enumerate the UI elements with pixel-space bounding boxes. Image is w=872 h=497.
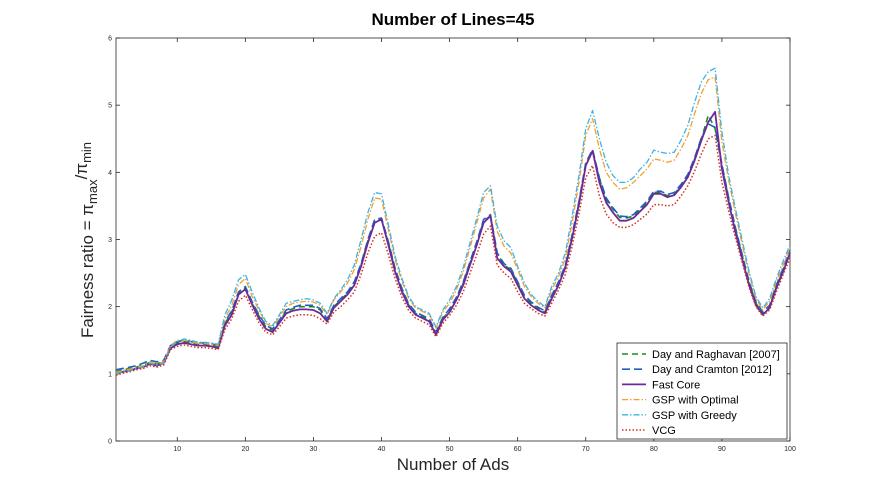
legend-label-3: GSP with Optimal <box>652 395 739 407</box>
legend: Day and Raghavan [2007] Day and Cramton [… <box>616 342 788 440</box>
x-tick-label: 30 <box>310 446 318 453</box>
series-line-2 <box>115 110 791 375</box>
series-line-4 <box>115 67 791 375</box>
series-line-3 <box>115 76 791 374</box>
legend-label-1: Day and Cramton [2012] <box>652 364 772 376</box>
y-axis-label-main: Fairness ratio = π <box>78 204 97 338</box>
y-tick-label: 5 <box>108 103 112 110</box>
y-axis-label: Fairness ratio = πmax/πmin <box>72 142 100 338</box>
series-line-1 <box>115 123 791 371</box>
x-tick-label: 100 <box>784 446 796 453</box>
x-tick-label: 60 <box>514 446 522 453</box>
x-tick-label: 70 <box>582 446 590 453</box>
legend-label-0: Day and Raghavan [2007] <box>652 349 780 361</box>
y-tick-label: 4 <box>108 170 112 177</box>
y-tick-label: 6 <box>108 36 112 43</box>
x-tick-label: 40 <box>378 446 386 453</box>
y-axis-label-sub-max: max <box>85 179 100 204</box>
y-axis-label-separator: /π <box>72 163 91 179</box>
series-line-5 <box>115 134 791 376</box>
x-axis-label: Number of Ads <box>397 455 509 474</box>
y-axis: 0 1 2 3 4 5 6 <box>108 36 790 446</box>
x-tick-label: 10 <box>173 446 181 453</box>
y-tick-label: 1 <box>108 371 112 378</box>
legend-box <box>616 342 788 440</box>
x-tick-label: 80 <box>650 446 658 453</box>
legend-label-2: Fast Core <box>652 379 700 391</box>
y-tick-label: 3 <box>108 237 112 244</box>
x-axis: 10 20 30 40 50 60 70 80 90 100 <box>173 38 796 453</box>
x-tick-label: 90 <box>718 446 726 453</box>
y-axis-label-sub-min: min <box>79 142 94 163</box>
legend-label-4: GSP with Greedy <box>652 410 737 422</box>
legend-label-5: VCG <box>652 425 676 437</box>
x-tick-label: 50 <box>446 446 454 453</box>
series-lines <box>115 67 791 376</box>
chart-title: Number of Lines=45 <box>372 10 535 29</box>
y-tick-label: 0 <box>108 439 112 446</box>
y-tick-label: 2 <box>108 304 112 311</box>
x-tick-label: 20 <box>241 446 249 453</box>
